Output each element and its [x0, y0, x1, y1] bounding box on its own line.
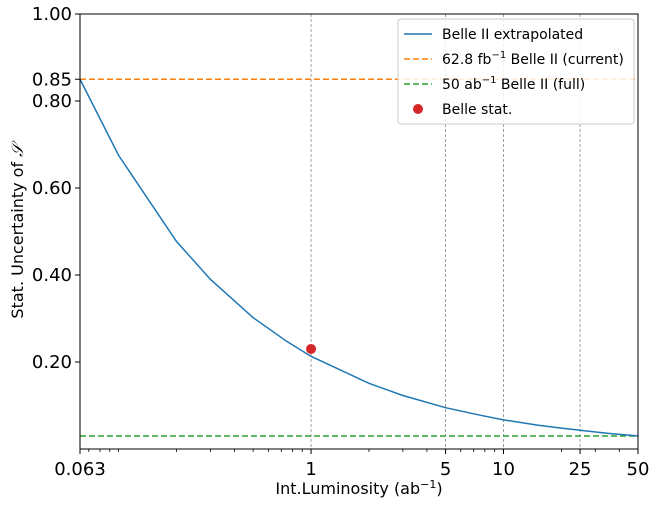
x-axis-label-text: Int.Luminosity (ab — [275, 479, 420, 498]
y-tick-label: 1.00 — [32, 4, 72, 25]
x-tick-label: 1 — [305, 459, 316, 480]
plot-frame — [79, 13, 639, 450]
ticks: 0.063 1 5 10 25 50 0.20 0.40 0.60 0.800.85 1.00 — [32, 4, 650, 480]
y-tick-label: 0.85 — [32, 69, 72, 90]
series-3-point — [306, 343, 317, 354]
legend-box — [397, 18, 635, 125]
y-tick-label: 0.80 — [32, 91, 72, 112]
x-tick-label: 5 — [440, 459, 451, 480]
x-axis-label-end: ) — [436, 479, 442, 498]
legend-label: Belle II extrapolated — [442, 27, 583, 43]
legend-label: 62.8 fb−1 Belle II (current) — [442, 50, 624, 68]
x-axis-label-sup: −1 — [420, 478, 436, 491]
x-tick-label: 10 — [492, 459, 515, 480]
x-tick-label: 0.063 — [54, 459, 106, 480]
x-tick-label: 50 — [627, 459, 650, 480]
legend: Belle II extrapolated 62.8 fb−1 Belle II … — [397, 18, 635, 125]
y-tick-label: 0.20 — [32, 352, 72, 373]
x-axis-label: Int.Luminosity (ab−1) — [275, 478, 442, 498]
legend-label: Belle stat. — [442, 102, 512, 118]
y-axis-label: Stat. Uncertainty of 𝒮 — [8, 140, 27, 319]
y-tick-label: 0.40 — [32, 265, 72, 286]
y-axis-label-text: Stat. Uncertainty of — [8, 157, 27, 319]
series-0-line — [79, 78, 639, 437]
x-tick-label: 25 — [569, 459, 592, 480]
plot-area — [79, 78, 639, 437]
legend-label: 50 ab−1 Belle II (full) — [442, 75, 585, 93]
legend-marker — [413, 104, 423, 114]
y-tick-label: 0.60 — [32, 178, 72, 199]
